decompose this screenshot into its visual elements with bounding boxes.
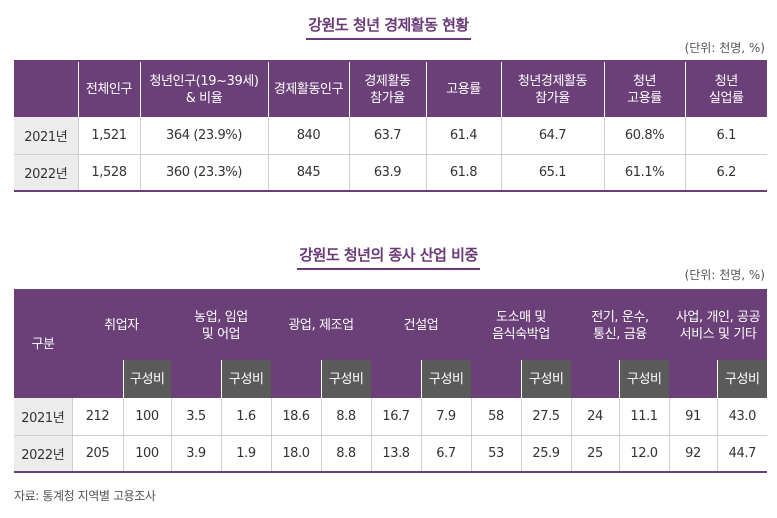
table2-value-subheader-cell (171, 360, 221, 398)
table2-value-subheader-cell (72, 360, 123, 398)
share-subheader-cell: 구성비 (320, 360, 372, 398)
row-year-label: 2022년 (14, 154, 78, 192)
table-cell: 12.0 (618, 435, 670, 473)
table-cell: 58 (470, 398, 522, 436)
share-subheader-cell: 구성비 (520, 360, 572, 398)
table2-value-subheader-cell (471, 360, 522, 398)
table-cell: 91 (668, 398, 718, 436)
row-year-label: 2021년 (14, 117, 78, 155)
table-cell: 7.9 (420, 398, 472, 436)
table-cell: 11.1 (618, 398, 670, 436)
table-cell: 8.8 (320, 398, 372, 436)
economic-activity-table: 전체인구 청년인구(19~39세) & 비율 경제활동인구 경제활동 참가율 고용률 청년경제… (14, 60, 767, 192)
table2-value-subheader-cell (669, 360, 718, 398)
table2-group-header-cell: 농업, 임업 및 어업 (171, 290, 271, 360)
table2-group-header-cell: 광업, 제조업 (271, 290, 372, 360)
table1-header-cell: 경제활동인구 (267, 61, 349, 117)
table-cell: 100 (122, 398, 171, 436)
table-cell: 3.5 (170, 398, 221, 436)
table-cell: 1.6 (220, 398, 271, 436)
table-row: 2021년 1,521 364 (23.9%) 840 63.7 61.4 64.7 60.8… (14, 117, 767, 155)
table1-header-cell: 고용률 (425, 61, 501, 117)
table1-header-cell: 청년 고용률 (603, 61, 685, 117)
table-cell: 61.8 (425, 154, 501, 192)
table-cell: 53 (470, 435, 522, 473)
table-cell: 18.0 (270, 435, 321, 473)
table-row: 2022년 205 100 3.9 1.9 18.0 8.8 13.8 6.7 53 25.9 25 1… (14, 435, 768, 473)
table-cell: 364 (23.9%) (139, 117, 268, 155)
table-cell: 205 (71, 435, 123, 473)
table-cell: 43.0 (716, 398, 768, 436)
table-cell: 24 (570, 398, 620, 436)
table-cell: 6.7 (420, 435, 472, 473)
table1-header-cell (14, 61, 78, 117)
table-cell: 13.8 (370, 435, 422, 473)
table-cell: 27.5 (520, 398, 572, 436)
table-cell: 65.1 (500, 154, 604, 192)
table-cell: 63.7 (348, 117, 426, 155)
table1-unit: (단위: 천명, %) (684, 41, 765, 55)
table2-value-subheader-cell (371, 360, 422, 398)
table2-group-header-cell: 사업, 개인, 공공 서비스 및 기타 (669, 290, 768, 360)
table-cell: 6.1 (684, 117, 767, 155)
share-subheader-cell: 구성비 (220, 360, 271, 398)
table-cell: 1,528 (77, 154, 140, 192)
table-row: 2022년 1,528 360 (23.3%) 845 63.9 61.8 65.1 61.1… (14, 154, 767, 192)
table2-sub-header-row: 구성비 구성비 구성비 구성비 구성비 구성비 구성비 (14, 360, 768, 398)
table-cell: 18.6 (270, 398, 321, 436)
table-cell: 6.2 (684, 154, 767, 192)
table1-header-row: 전체인구 청년인구(19~39세) & 비율 경제활동인구 경제활동 참가율 고용률 청년경제… (14, 61, 767, 117)
table-cell: 1,521 (77, 117, 140, 155)
table2-group-header-row: 구분 취업자 농업, 임업 및 어업 광업, 제조업 건설업 도소매 및 음식숙박업 전기, 운… (14, 290, 768, 398)
table-cell: 63.9 (348, 154, 426, 192)
share-subheader-cell: 구성비 (420, 360, 472, 398)
table2-title: 강원도 청년의 종사 산업 비중 (0, 244, 777, 270)
table-cell: 25.9 (520, 435, 572, 473)
table1-header-cell: 청년경제활동 참가율 (500, 61, 604, 117)
table2-group-header-cell: 건설업 (371, 290, 472, 360)
share-subheader-cell: 구성비 (122, 360, 171, 398)
table2-group-header-cell: 취업자 (72, 290, 171, 360)
table-cell: 60.8% (603, 117, 685, 155)
table1-header-cell: 경제활동 참가율 (348, 61, 426, 117)
table-cell: 44.7 (716, 435, 768, 473)
table-cell: 61.1% (603, 154, 685, 192)
table-row: 2021년 212 100 3.5 1.6 18.6 8.8 16.7 7.9 58 27.5 24 1… (14, 398, 768, 436)
table2-value-subheader-cell (571, 360, 620, 398)
table-cell: 64.7 (500, 117, 604, 155)
industry-share-table: 구분 취업자 농업, 임업 및 어업 광업, 제조업 건설업 도소매 및 음식숙박업 전기, 운… (14, 289, 768, 473)
source-note: 자료: 통계청 지역별 고용조사 (14, 489, 156, 503)
share-subheader-cell: 구성비 (716, 360, 768, 398)
table1-header-cell: 전체인구 (77, 61, 140, 117)
table-cell: 61.4 (425, 117, 501, 155)
table-cell: 25 (570, 435, 620, 473)
table-cell: 100 (122, 435, 171, 473)
table-cell: 845 (267, 154, 349, 192)
table1-header-cell: 청년인구(19~39세) & 비율 (139, 61, 268, 117)
table-cell: 92 (668, 435, 718, 473)
table-cell: 8.8 (320, 435, 372, 473)
table-cell: 840 (267, 117, 349, 155)
table-cell: 3.9 (170, 435, 221, 473)
table-cell: 1.9 (220, 435, 271, 473)
row-year-label: 2021년 (14, 398, 72, 436)
table-cell: 16.7 (370, 398, 422, 436)
table2-group-header-cell: 전기, 운수, 통신, 금융 (571, 290, 670, 360)
table2-value-subheader-cell (271, 360, 321, 398)
table2-unit: (단위: 천명, %) (684, 268, 765, 282)
table2-group-header-cell: 구분 (14, 290, 72, 398)
table1-header-cell: 청년 실업률 (684, 61, 767, 117)
table-cell: 212 (71, 398, 123, 436)
table-cell: 360 (23.3%) (139, 154, 268, 192)
row-year-label: 2022년 (14, 435, 72, 473)
table2-group-header-cell: 도소매 및 음식숙박업 (471, 290, 572, 360)
share-subheader-cell: 구성비 (618, 360, 670, 398)
table1-title: 강원도 청년 경제활동 현황 (0, 14, 777, 40)
